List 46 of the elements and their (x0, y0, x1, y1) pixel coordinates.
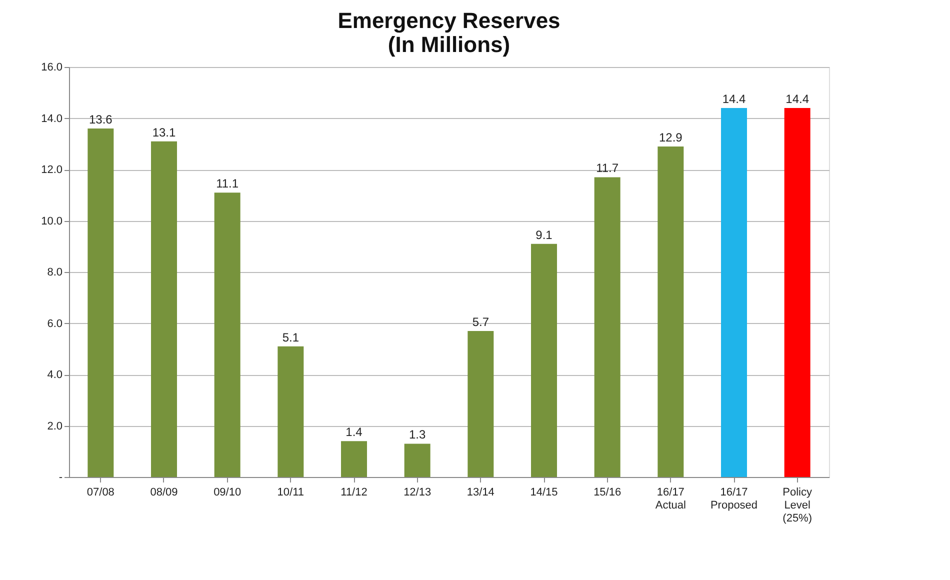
data-label: 5.1 (282, 330, 300, 344)
y-tick-label: 6.0 (47, 318, 62, 330)
bar (88, 128, 114, 477)
bar (404, 444, 430, 477)
x-tick-label: 09/10 (214, 486, 242, 498)
y-tick-label: 4.0 (47, 369, 62, 381)
x-tick-label: 07/08 (86, 486, 114, 498)
x-tick-label: 11/12 (340, 486, 368, 498)
chart-title: Emergency Reserves (In Millions) (338, 8, 560, 57)
x-tick-label: 15/16 (594, 486, 622, 498)
data-label: 13.6 (88, 112, 113, 126)
data-label: 11.7 (596, 161, 619, 176)
data-label: 13.1 (152, 125, 176, 140)
x-tick-label: Policy Level (25%) (782, 486, 813, 524)
bar (468, 330, 494, 477)
y-tick-label: 10.0 (41, 215, 62, 228)
x-tick-label: 08/09 (150, 486, 178, 498)
x-tick-label: 16/17 Actual (655, 486, 686, 512)
bar (151, 141, 177, 477)
bar (214, 192, 240, 477)
y-tick-label: 2.0 (47, 420, 62, 432)
data-label: 12.9 (658, 130, 683, 144)
x-tick-label: 12/13 (404, 486, 432, 498)
y-tick-label: - (58, 472, 63, 484)
data-label: 9.1 (536, 228, 553, 242)
data-label: 1.4 (346, 425, 363, 440)
y-tick-label: 12.0 (41, 164, 62, 176)
x-tick-label: 16/17 Proposed (710, 486, 758, 512)
data-label: 14.4 (786, 92, 810, 106)
bar (658, 146, 684, 477)
y-tick-label: 16.0 (41, 62, 62, 74)
data-label: 14.4 (722, 92, 746, 106)
data-label: 5.7 (472, 314, 490, 329)
bar (341, 441, 367, 477)
bar (278, 346, 304, 477)
bar (531, 244, 557, 477)
bar (784, 108, 810, 477)
x-tick-label: 13/14 (466, 486, 494, 498)
bar (721, 108, 747, 477)
data-label: 1.3 (408, 428, 426, 442)
data-label: 11.1 (216, 176, 239, 191)
y-tick-label: 14.0 (41, 112, 62, 125)
x-tick-label: 10/11 (277, 486, 304, 498)
bar (594, 177, 620, 477)
x-tick-label: 14/15 (530, 486, 558, 498)
y-tick-label: 8.0 (47, 266, 62, 278)
